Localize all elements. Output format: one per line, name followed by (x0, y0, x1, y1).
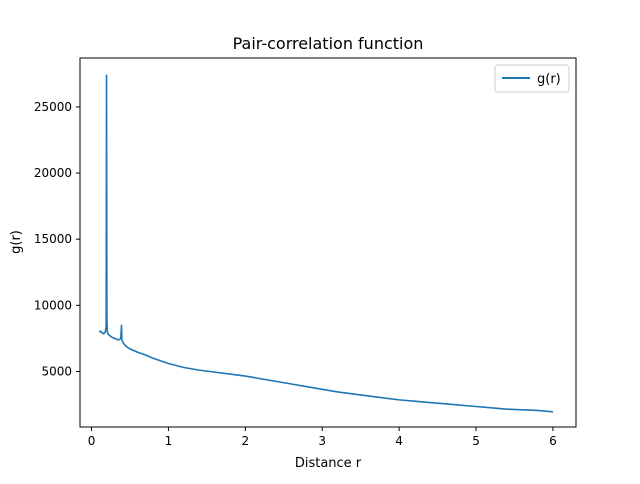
x-tick-label: 4 (395, 434, 403, 448)
y-tick-label: 20000 (34, 166, 72, 180)
x-axis-label: Distance r (295, 456, 362, 471)
y-tick-label: 5000 (41, 364, 72, 378)
x-tick-label: 3 (318, 434, 326, 448)
x-tick-label: 5 (472, 434, 480, 448)
x-tick-label: 1 (165, 434, 173, 448)
x-tick-label: 6 (549, 434, 557, 448)
legend-label-g-r: g(r) (537, 72, 561, 87)
x-tick-label: 0 (88, 434, 96, 448)
y-axis-label: g(r) (9, 230, 24, 254)
y-tick-label: 10000 (34, 298, 72, 312)
plot-frame (79, 57, 577, 428)
x-axis-ticks: 0 1 2 3 4 5 6 (88, 427, 557, 448)
chart-title: Pair-correlation function (233, 34, 424, 53)
y-tick-label: 25000 (34, 100, 72, 114)
legend: g(r) (494, 64, 570, 93)
x-tick-label: 2 (242, 434, 250, 448)
series-line-g-r (98, 74, 553, 413)
legend-box (494, 64, 570, 93)
y-axis-ticks: 5000 10000 15000 20000 25000 (34, 100, 80, 378)
y-tick-label: 15000 (34, 232, 72, 246)
